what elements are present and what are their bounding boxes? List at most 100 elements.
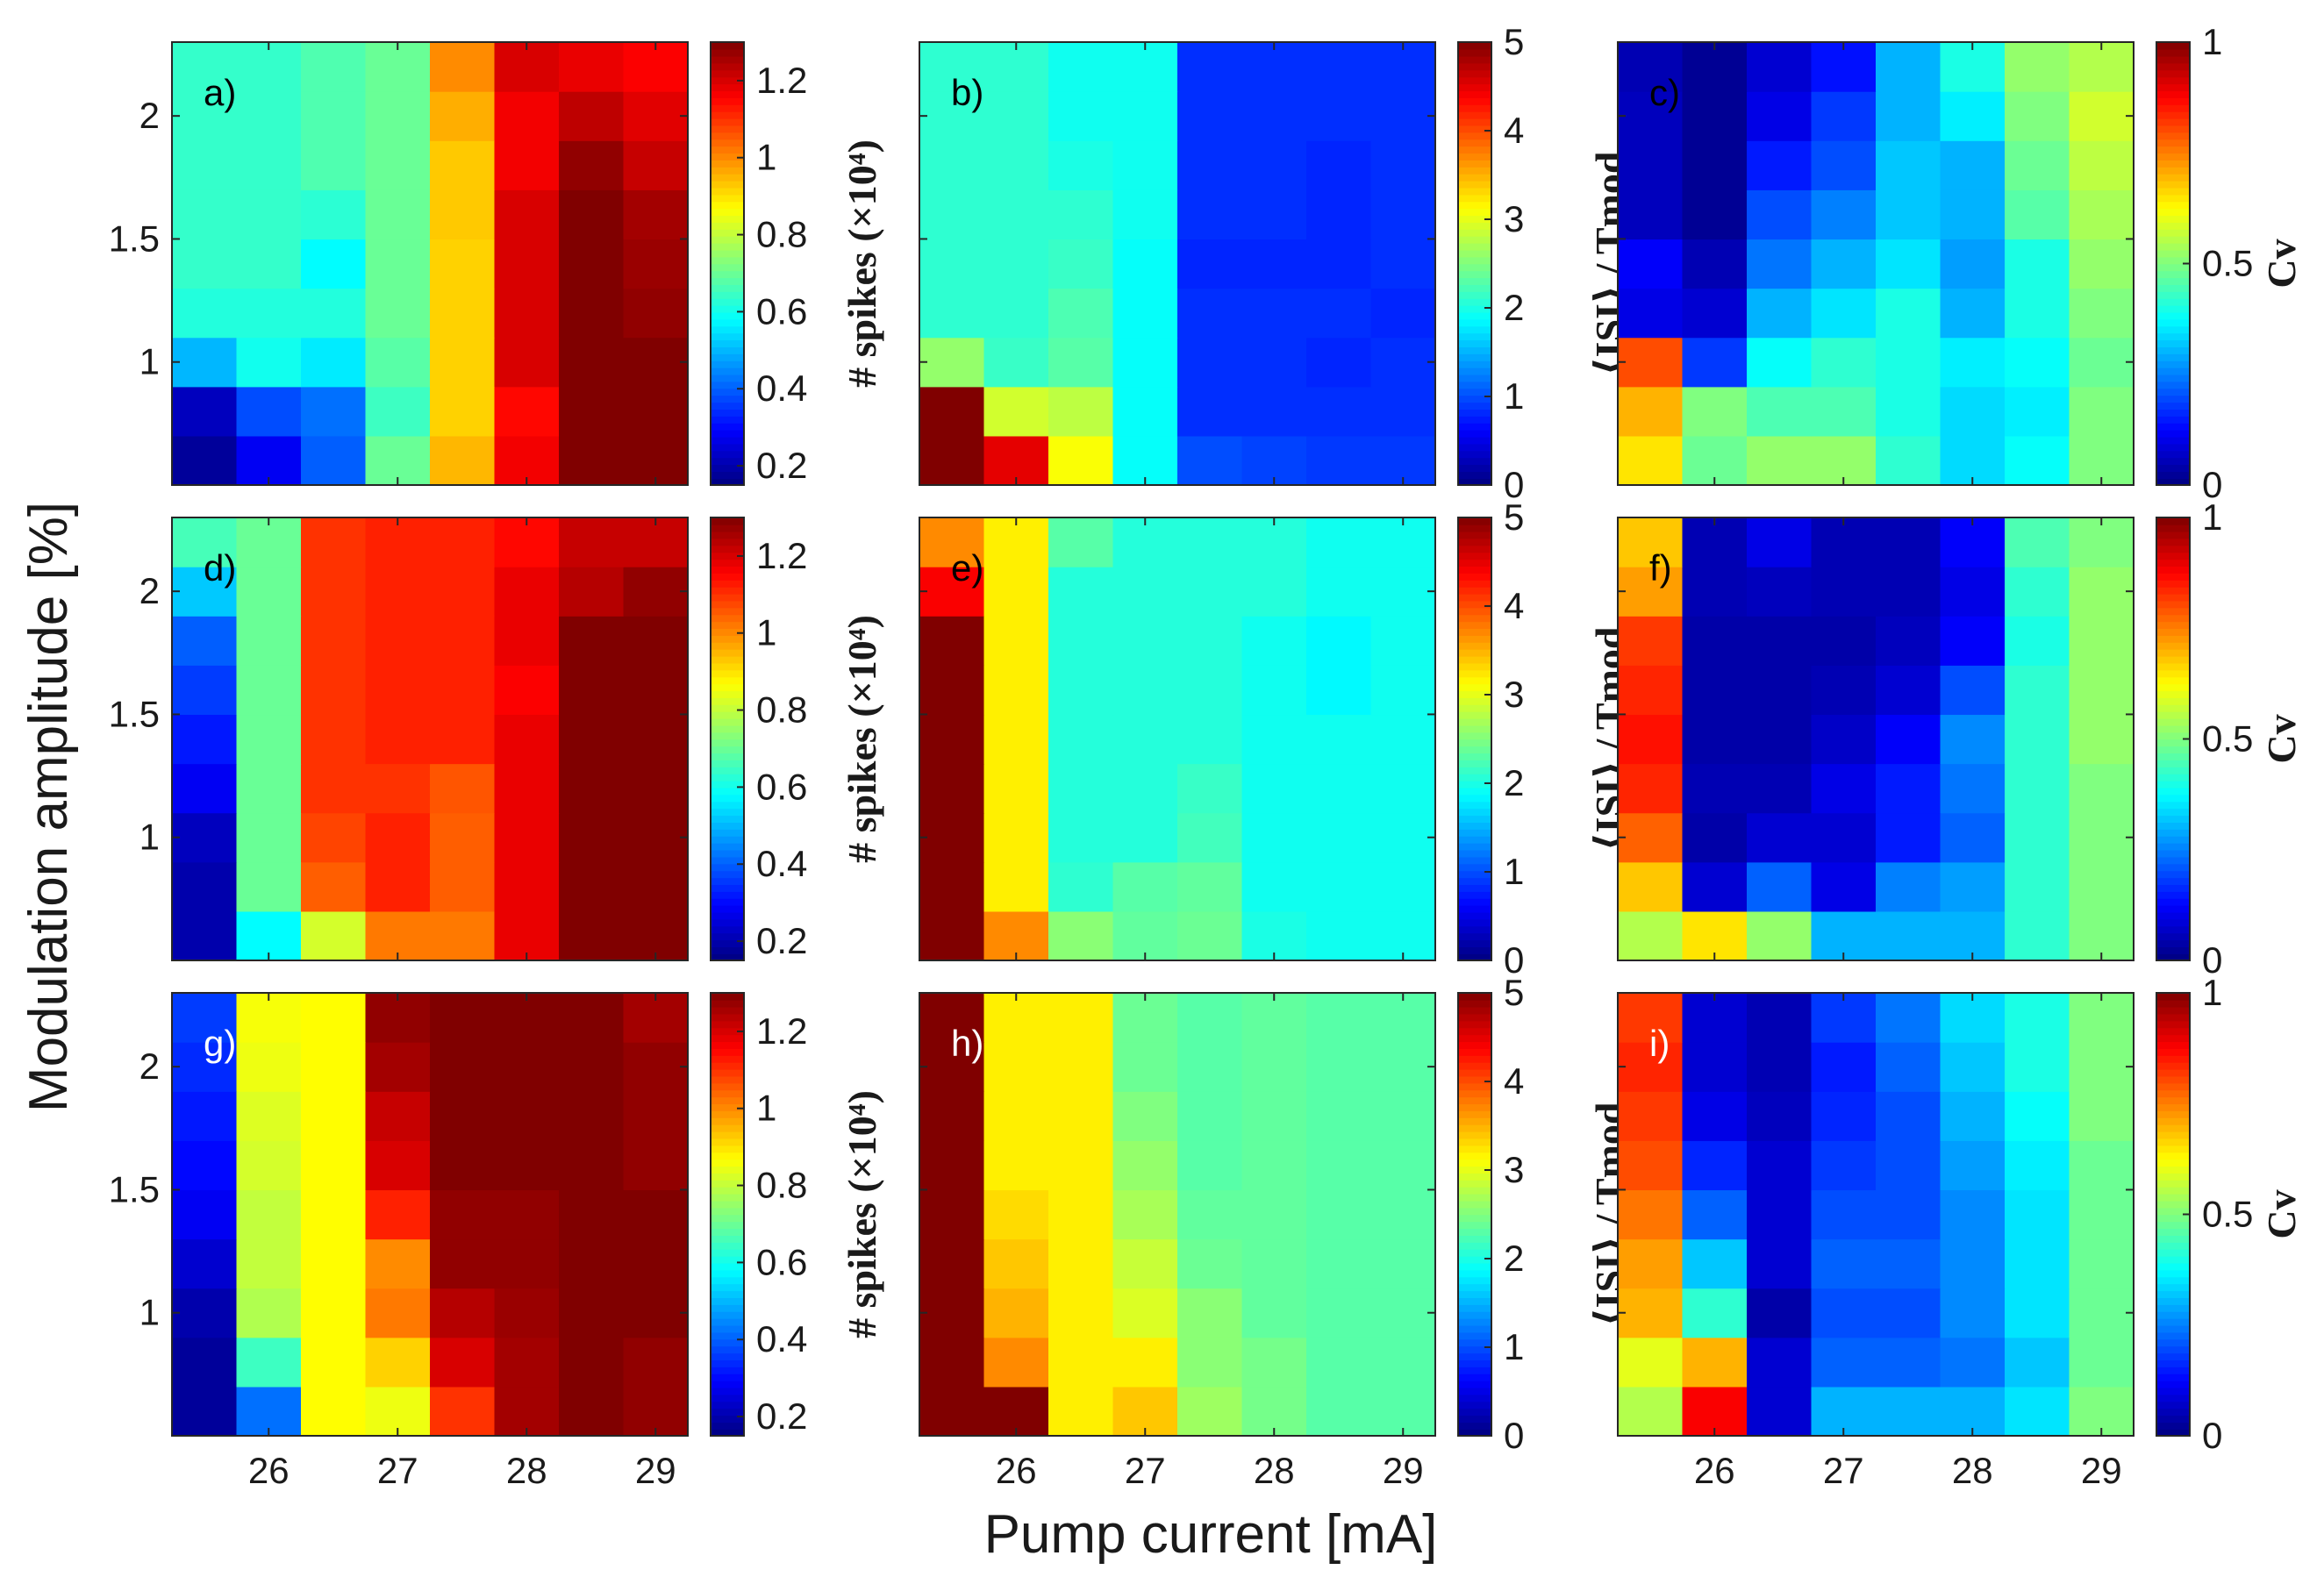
colorbar-tick-label: 4 <box>1504 1060 1524 1102</box>
colorbar-segment <box>711 946 744 954</box>
heatmap-cell <box>1876 861 1941 912</box>
colorbar-segment <box>1458 524 1491 532</box>
colorbar-segment <box>2156 767 2190 774</box>
heatmap-cell <box>1811 861 1877 912</box>
heatmap-cell <box>1306 714 1372 765</box>
colorbar-segment <box>2156 1055 2190 1063</box>
colorbar-segment <box>2156 1276 2190 1285</box>
colorbar-segment <box>711 201 744 210</box>
heatmap-cell <box>1241 616 1307 666</box>
colorbar-segment <box>711 953 744 961</box>
colorbar-segment <box>1458 870 1491 879</box>
colorbar-segment <box>1458 1041 1491 1049</box>
colorbar-segment <box>1458 642 1491 650</box>
heatmap-cell <box>983 616 1049 666</box>
heatmap-cell <box>1618 42 1684 92</box>
heatmap-cell <box>430 861 496 912</box>
colorbar-segment <box>711 1242 744 1250</box>
colorbar-frame <box>710 992 745 1437</box>
colorbar-segment <box>711 1394 744 1402</box>
colorbar-segment <box>2156 731 2190 740</box>
heatmap-cell <box>2069 42 2135 92</box>
heatmap-cell <box>1747 1386 1813 1437</box>
colorbar-tick-label: 4 <box>1504 110 1524 151</box>
colorbar-segment <box>2156 607 2190 616</box>
heatmap-cell <box>1682 812 1748 863</box>
heatmap-cell <box>1370 1140 1436 1191</box>
colorbar-segment <box>711 1027 744 1036</box>
colorbar-segment <box>711 1055 744 1063</box>
colorbar-segment <box>1458 304 1491 313</box>
heatmap-cell <box>2069 91 2135 141</box>
heatmap-cell <box>559 910 625 961</box>
colorbar-segment <box>1458 478 1491 486</box>
heatmap-cell <box>236 714 302 765</box>
colorbar-segment <box>711 304 744 313</box>
colorbar-segment <box>1458 1055 1491 1063</box>
heatmap-cell <box>2005 812 2070 863</box>
colorbar-segment <box>1458 1422 1491 1430</box>
colorbar-segment <box>711 76 744 85</box>
heatmap-cell <box>623 189 689 240</box>
colorbar-segment <box>1458 332 1491 341</box>
colorbar-segment <box>1458 918 1491 927</box>
colorbar-segment <box>1458 724 1491 733</box>
heatmap-cell <box>1682 288 1748 339</box>
colorbar-segment <box>711 1276 744 1285</box>
heatmap-cell <box>1370 1091 1436 1141</box>
colorbar-segment <box>1458 863 1491 872</box>
colorbar-segment <box>2156 222 2190 230</box>
heatmap-cell <box>365 567 431 617</box>
heatmap-cell <box>2005 435 2070 486</box>
colorbar-segment <box>1458 822 1491 830</box>
heatmap-cell <box>1876 386 1941 437</box>
colorbar-segment <box>711 173 744 182</box>
heatmap-cell <box>1306 1386 1372 1437</box>
heatmap-cell <box>1241 386 1307 437</box>
heatmap-cell <box>301 42 367 92</box>
heatmap-cell <box>1876 1042 1941 1092</box>
heatmap-cell <box>559 714 625 765</box>
heatmap-cell <box>2069 616 2135 666</box>
heatmap-cell <box>494 140 560 190</box>
heatmap-cell <box>1811 91 1877 141</box>
colorbar-segment <box>711 1415 744 1424</box>
colorbar-segment <box>1458 1180 1491 1188</box>
colorbar-segment <box>1458 815 1491 823</box>
colorbar-segment <box>1458 1221 1491 1230</box>
heatmap-cell <box>172 1337 238 1388</box>
colorbar-segment <box>1458 545 1491 553</box>
colorbar-tick-label: 1.2 <box>756 1010 807 1052</box>
heatmap-cell <box>172 812 238 863</box>
colorbar-segment <box>2156 1075 2190 1084</box>
colorbar-segment <box>1458 829 1491 837</box>
heatmap-cell <box>983 239 1049 289</box>
colorbar-tick-label: 0.2 <box>756 445 807 486</box>
colorbar-segment <box>711 1283 744 1292</box>
colorbar-segment <box>711 1159 744 1167</box>
colorbar-segment <box>2156 517 2190 525</box>
colorbar-segment <box>1458 436 1491 445</box>
colorbar-segment <box>2156 402 2190 410</box>
colorbar-segment <box>2156 904 2190 913</box>
heatmap-cell <box>172 1140 238 1191</box>
heatmap-cell <box>236 288 302 339</box>
colorbar-segment <box>711 662 744 671</box>
heatmap-cell <box>365 993 431 1043</box>
colorbar-segment <box>2156 146 2190 154</box>
heatmap-cell <box>1048 1042 1114 1092</box>
colorbar-segment <box>2156 877 2190 886</box>
heatmap-cell <box>1177 91 1243 141</box>
heatmap-cell <box>1618 91 1684 141</box>
colorbar-segment <box>2156 600 2190 609</box>
heatmap-cell <box>1241 140 1307 190</box>
colorbar-segment <box>2156 318 2190 327</box>
colorbar-segment <box>2156 1228 2190 1236</box>
colorbar-segment <box>1458 1173 1491 1181</box>
heatmap-cell <box>1682 1140 1748 1191</box>
heatmap-cell <box>301 714 367 765</box>
heatmap-cell <box>1241 812 1307 863</box>
colorbar-segment <box>1458 277 1491 285</box>
colorbar-segment <box>711 1193 744 1202</box>
colorbar-tick-label: 1 <box>2202 496 2222 538</box>
